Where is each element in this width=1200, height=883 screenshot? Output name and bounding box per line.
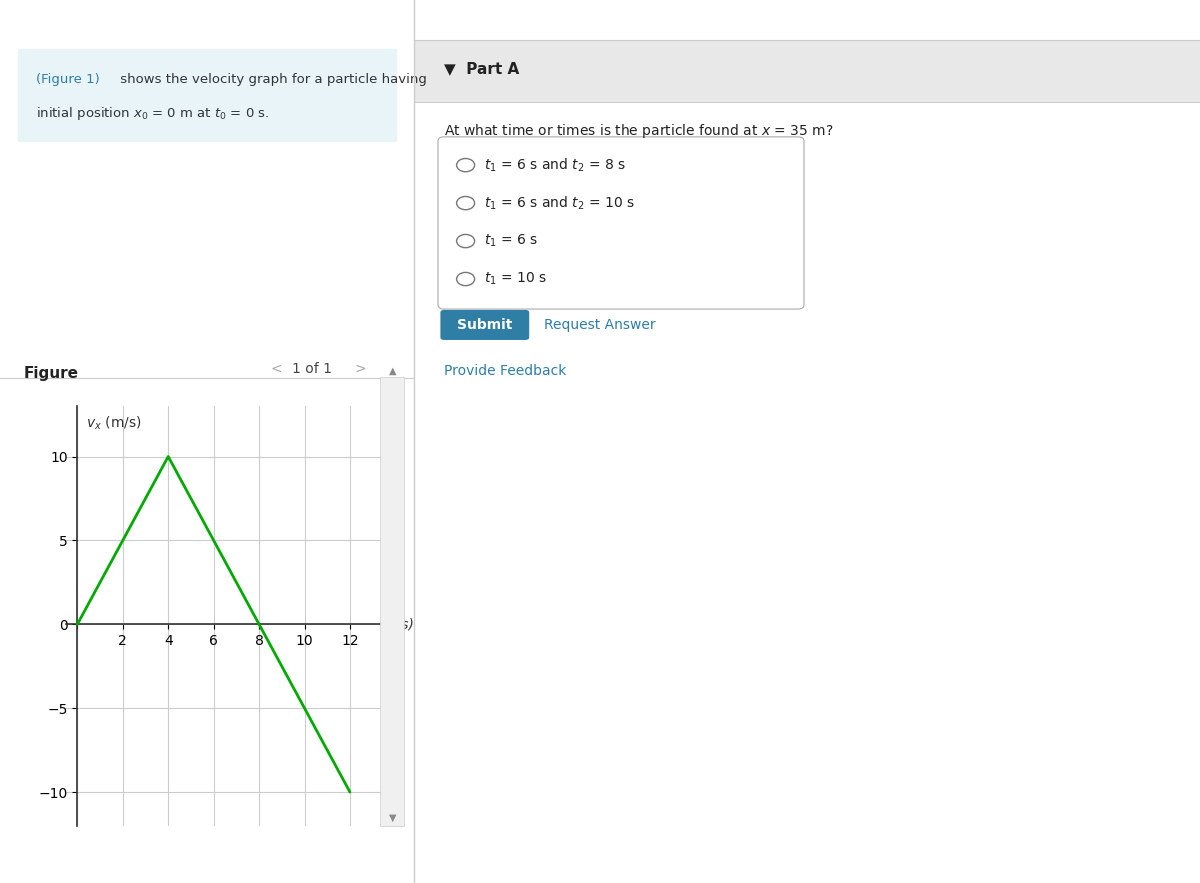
Text: Figure: Figure	[24, 366, 79, 381]
Text: $t_1$ = 6 s and $t_2$ = 8 s: $t_1$ = 6 s and $t_2$ = 8 s	[484, 156, 625, 174]
Text: At what time or times is the particle found at $x$ = 35 m?: At what time or times is the particle fo…	[444, 122, 834, 140]
Text: ▲: ▲	[389, 366, 396, 376]
Text: $t_1$ = 6 s: $t_1$ = 6 s	[484, 233, 538, 249]
Text: >: >	[354, 362, 366, 376]
Text: $t_1$ = 6 s and $t_2$ = 10 s: $t_1$ = 6 s and $t_2$ = 10 s	[484, 194, 635, 212]
Text: ▼: ▼	[389, 813, 396, 823]
Text: Submit: Submit	[457, 318, 512, 332]
Text: (Figure 1): (Figure 1)	[36, 73, 100, 87]
Text: shows the velocity graph for a particle having: shows the velocity graph for a particle …	[116, 73, 427, 87]
Text: 1 of 1: 1 of 1	[292, 362, 331, 376]
Text: Request Answer: Request Answer	[544, 318, 655, 332]
Text: $v_x$ (m/s): $v_x$ (m/s)	[86, 414, 143, 432]
Text: <: <	[270, 362, 282, 376]
Text: t (s): t (s)	[386, 617, 414, 631]
Text: ▼  Part A: ▼ Part A	[444, 62, 520, 76]
Text: $t_1$ = 10 s: $t_1$ = 10 s	[484, 271, 547, 287]
Text: Provide Feedback: Provide Feedback	[444, 364, 566, 378]
Text: initial position $x_0$ = 0 m at $t_0$ = 0 s.: initial position $x_0$ = 0 m at $t_0$ = …	[36, 105, 270, 122]
